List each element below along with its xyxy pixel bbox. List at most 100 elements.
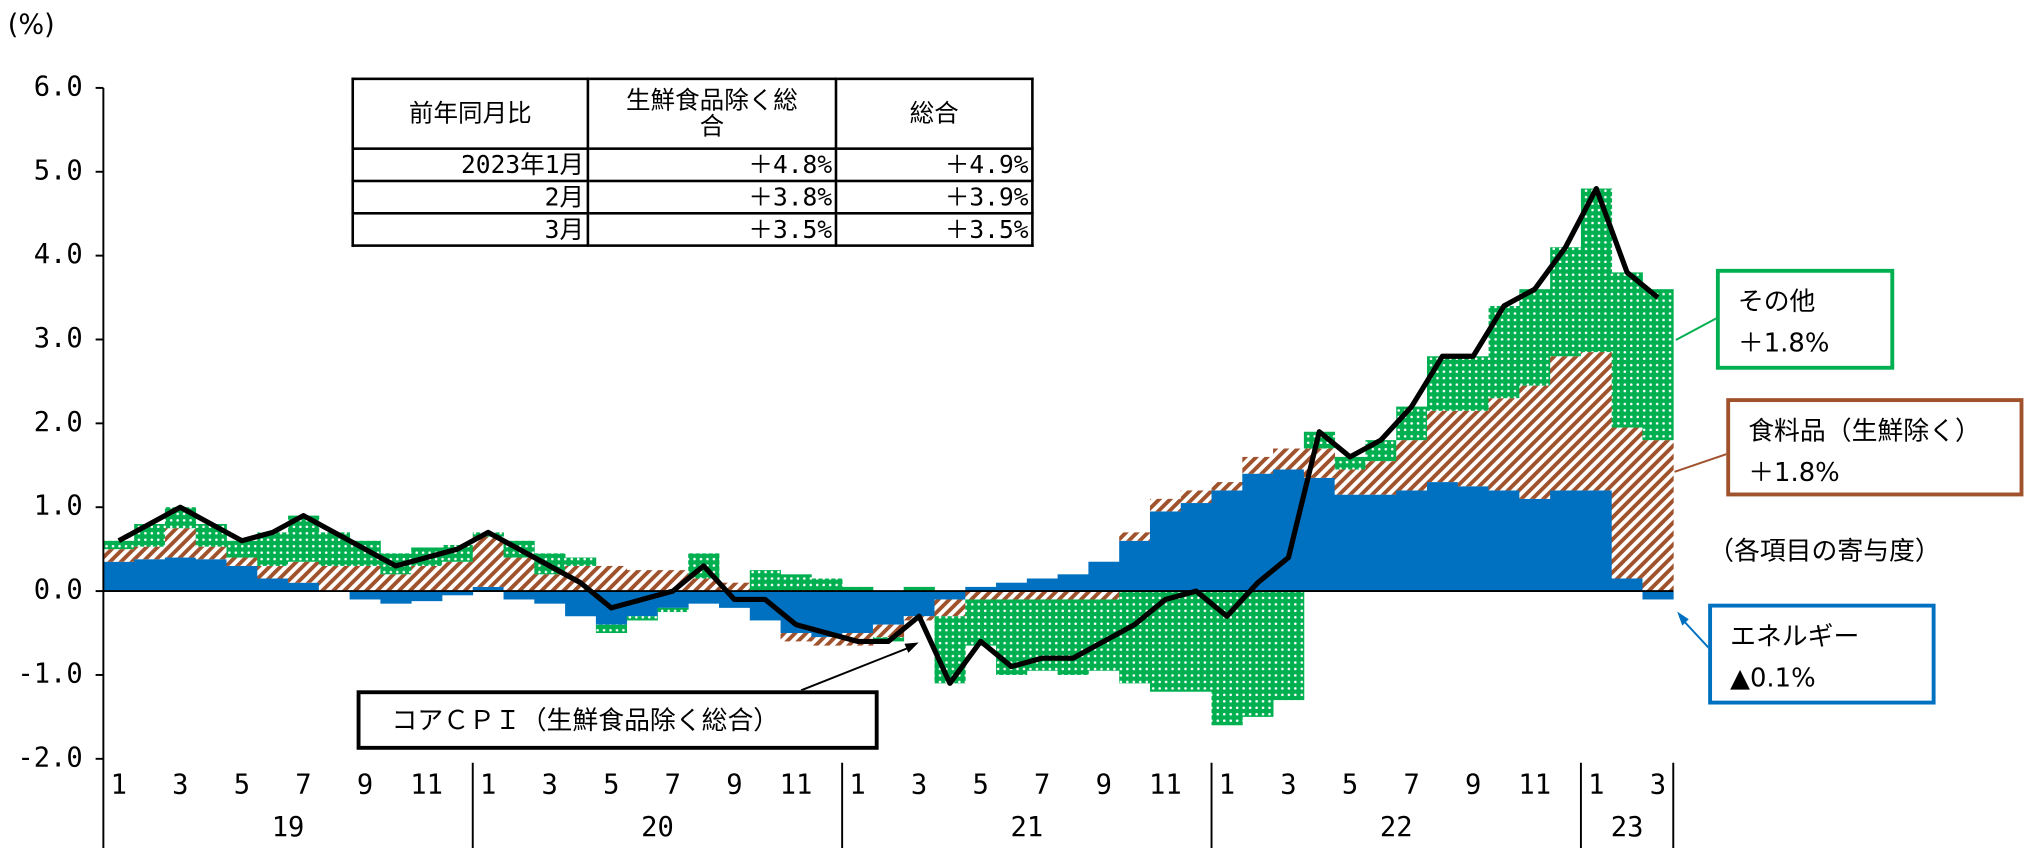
arrow-head	[1677, 611, 1689, 626]
x-tick-label: 9	[1096, 769, 1112, 800]
bar-segment	[1088, 591, 1120, 600]
bar-segment	[626, 616, 658, 621]
year-label: 20	[641, 812, 674, 843]
x-tick-label: 11	[1518, 769, 1551, 800]
bar-segment	[934, 599, 966, 617]
bar-segment	[472, 586, 504, 592]
bar-segment	[1642, 289, 1674, 441]
bar-segment	[1273, 591, 1305, 701]
y-tick-label: 5.0	[34, 155, 83, 186]
x-tick-label: 1	[111, 769, 127, 800]
bar-segment	[565, 591, 597, 617]
bar-segment	[1611, 578, 1643, 592]
table-cell: ＋3.8%	[586, 179, 838, 215]
bar-segment	[1396, 406, 1428, 441]
x-tick-label: 5	[972, 769, 988, 800]
table-cell: ＋4.9%	[834, 147, 1034, 183]
bar-segment	[1119, 532, 1151, 541]
x-tick-label: 11	[780, 769, 813, 800]
bar-segment	[1242, 456, 1274, 474]
bar-segment	[257, 578, 289, 592]
bar-segment	[103, 561, 135, 592]
bar-segment	[1642, 440, 1674, 592]
x-tick-label: 5	[1342, 769, 1358, 800]
bar-segment	[1334, 456, 1366, 470]
bar-segment	[1396, 490, 1428, 592]
bar-segment	[1119, 540, 1151, 592]
table-cell: ＋3.9%	[834, 179, 1034, 215]
bar-segment	[349, 591, 381, 600]
x-tick-label: 5	[603, 769, 619, 800]
bar-segment	[965, 599, 997, 646]
table-cell: 3月	[351, 212, 590, 247]
bar-segment	[195, 559, 227, 592]
legend-note-box: （各項目の寄与度）	[1708, 530, 2018, 582]
bar-segment	[996, 591, 1028, 600]
bar-segment	[657, 607, 689, 613]
bar-segment	[1180, 490, 1212, 504]
bar-segment	[441, 591, 474, 596]
bar-segment	[472, 536, 504, 587]
bar-segment	[103, 540, 135, 550]
bar-segment	[195, 546, 227, 560]
x-tick-label: 1	[849, 769, 865, 800]
bar-segment	[811, 578, 843, 592]
bar-segment	[534, 591, 566, 604]
bar-segment	[565, 557, 597, 566]
bar-segment	[134, 546, 166, 560]
bar-segment	[1119, 591, 1151, 684]
bar-segment	[441, 561, 474, 592]
bar-segment	[1334, 469, 1366, 495]
callout-food: 食料品（生鮮除く） ＋1.8%	[1726, 398, 2024, 497]
bar-segment	[1273, 469, 1305, 592]
bar-segment	[318, 565, 351, 592]
bar-segment	[1550, 490, 1582, 592]
bar-segment	[1149, 511, 1182, 592]
table-cell: 2月	[351, 179, 590, 215]
bar-segment	[1457, 486, 1489, 592]
y-tick-label: 6.0	[34, 71, 83, 102]
callout-core: コアＣＰＩ（生鮮食品除く総合）	[356, 690, 879, 750]
table-cell: ＋4.8%	[586, 147, 838, 183]
bar-segment	[1180, 591, 1212, 692]
bar-segment	[1427, 356, 1459, 411]
bar-segment	[595, 624, 628, 634]
bar-segment	[1580, 352, 1613, 491]
y-tick-label: 2.0	[34, 407, 83, 438]
bar-segment	[164, 557, 197, 592]
x-tick-label: 3	[911, 769, 927, 800]
callout-value: ＋1.8%	[1748, 456, 1840, 488]
bar-segment	[1088, 561, 1120, 592]
core-cpi-line	[117, 185, 1660, 686]
bar-segment	[1396, 440, 1428, 491]
bar-segment	[1488, 490, 1520, 592]
bar-segment	[1457, 356, 1489, 411]
x-tick-label: 9	[726, 769, 742, 800]
callout-other: その他 ＋1.8%	[1715, 268, 1895, 370]
bar-segment	[1057, 591, 1089, 600]
bar-segment	[503, 557, 535, 592]
bar-segment	[934, 591, 966, 600]
bar-segment	[380, 574, 412, 592]
bar-segment	[164, 528, 197, 558]
table-cell: 2023年1月	[351, 147, 590, 183]
bar-segment	[1211, 482, 1243, 491]
bar-segment	[288, 582, 320, 592]
y-tick-label: -1.0	[17, 658, 82, 689]
bar-segment	[1026, 578, 1059, 592]
bar-segment	[1427, 482, 1459, 592]
bar-segment	[719, 582, 751, 592]
bar-segment	[1519, 385, 1551, 499]
bar-segment	[1149, 498, 1182, 512]
bar-segment	[934, 616, 966, 684]
bar-segment	[1611, 272, 1643, 428]
bar-segment	[903, 591, 935, 617]
bar-segment	[903, 586, 935, 592]
pointer	[1674, 451, 1732, 473]
bar-segment	[1550, 356, 1582, 491]
bar-segment	[965, 586, 997, 592]
y-unit: (%)	[8, 9, 55, 40]
x-tick-label: 9	[1465, 769, 1481, 800]
x-tick-label: 11	[1149, 769, 1182, 800]
